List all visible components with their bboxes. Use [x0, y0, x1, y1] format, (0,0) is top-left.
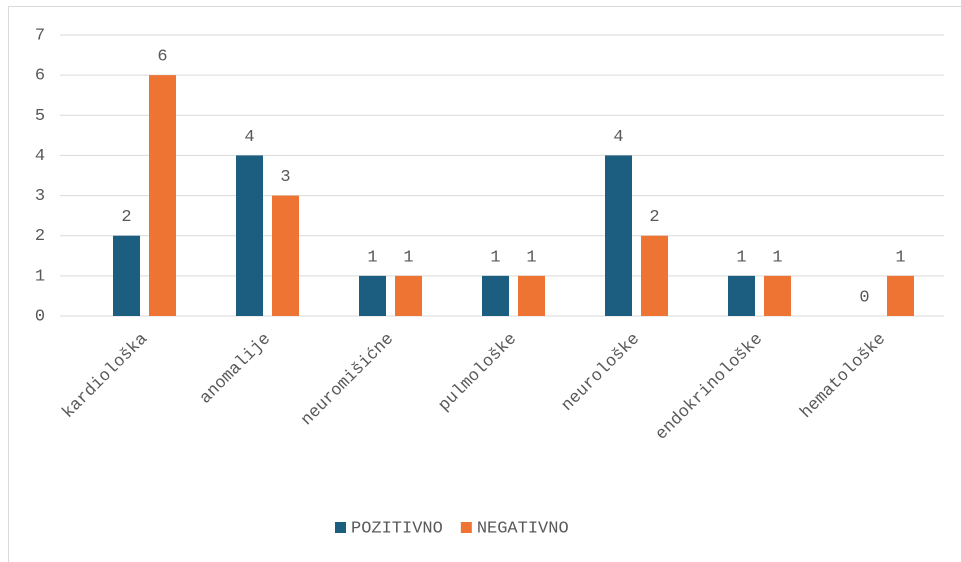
x-tick-label: anomalije: [197, 330, 275, 408]
bar: [482, 275, 509, 316]
data-label: 2: [649, 208, 659, 227]
legend-label: POZITIVNO: [351, 519, 443, 538]
bar: [764, 275, 791, 316]
data-label: 1: [895, 248, 905, 267]
data-label: 1: [736, 248, 746, 267]
x-tick-label: kardiološka: [59, 330, 152, 423]
x-tick-label: neurološke: [558, 330, 644, 416]
data-label: 1: [403, 248, 413, 267]
bar: [518, 275, 545, 316]
data-label: 4: [613, 128, 623, 147]
bar: [272, 195, 299, 316]
x-tick-label: pulmološke: [435, 330, 521, 416]
data-label: 6: [157, 48, 167, 67]
bar: [641, 235, 668, 316]
data-label: 1: [367, 248, 377, 267]
data-label: 1: [526, 248, 536, 267]
bar: [113, 235, 140, 316]
bar: [605, 155, 632, 316]
chart-frame: [8, 6, 961, 562]
data-label: 1: [772, 248, 782, 267]
y-tick-label: 0: [35, 307, 45, 326]
bar: [149, 75, 176, 317]
data-label: 0: [859, 288, 869, 307]
bar: [236, 155, 263, 316]
legend-swatch: [460, 522, 472, 533]
data-label: 1: [490, 248, 500, 267]
y-tick-label: 5: [35, 107, 45, 126]
legend-swatch: [335, 522, 346, 533]
y-tick-label: 3: [35, 187, 45, 206]
data-label: 4: [244, 128, 254, 147]
bar: [887, 275, 914, 316]
bar: [395, 275, 422, 316]
data-label: 3: [280, 168, 290, 187]
y-tick-label: 1: [35, 267, 45, 286]
x-tick-label: hematološke: [797, 330, 890, 423]
y-tick-label: 6: [35, 67, 45, 86]
bar: [728, 275, 755, 316]
x-tick-label: neuromišićne: [298, 330, 398, 430]
x-tick-label: endokrinološke: [652, 330, 766, 444]
data-label: 2: [121, 208, 131, 227]
bar: [359, 275, 386, 316]
y-tick-label: 2: [35, 227, 45, 246]
y-tick-label: 4: [35, 147, 45, 166]
legend-label: NEGATIVNO: [477, 519, 569, 538]
y-tick-label: 7: [35, 26, 45, 45]
